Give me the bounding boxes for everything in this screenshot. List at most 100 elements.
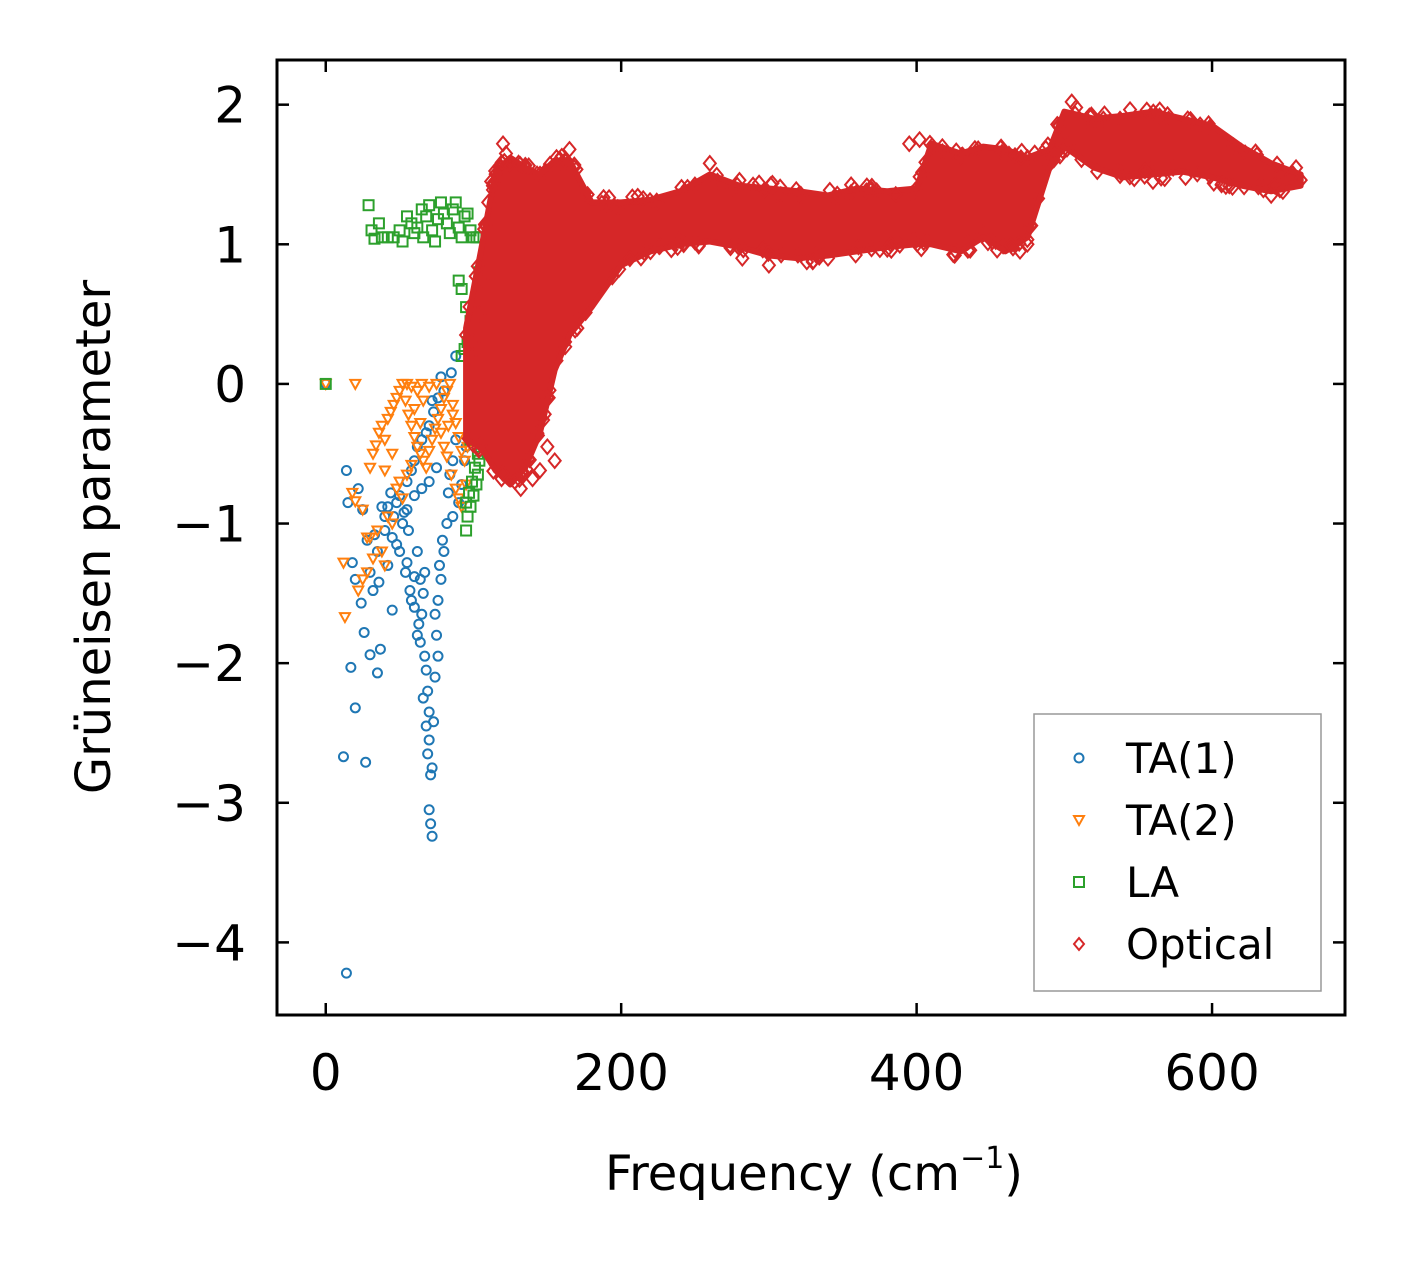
optical-point — [847, 180, 862, 198]
optical-point — [1013, 148, 1029, 167]
optical-point — [1288, 158, 1304, 177]
data-point — [431, 413, 445, 426]
data-point — [434, 427, 448, 440]
optical-point — [822, 181, 838, 200]
optical-point — [1122, 168, 1138, 186]
data-point — [386, 532, 398, 543]
optical-point — [729, 176, 745, 194]
data-point — [401, 409, 416, 422]
data-point — [425, 434, 439, 447]
plot-area — [319, 93, 1308, 979]
optical-point — [1109, 161, 1124, 179]
data-point — [422, 381, 436, 394]
data-point — [423, 804, 435, 816]
optical-point — [687, 176, 703, 194]
optical-point — [512, 155, 528, 174]
data-point — [455, 231, 468, 244]
optical-point — [598, 195, 614, 213]
optical-point — [1253, 176, 1269, 194]
data-point — [338, 612, 352, 625]
data-point — [382, 501, 394, 513]
data-point — [340, 967, 352, 979]
data-point — [386, 604, 398, 616]
optical-point — [769, 185, 784, 203]
optical-point — [1234, 142, 1249, 161]
optical-point — [761, 244, 776, 263]
data-point — [402, 525, 414, 537]
optical-point — [761, 256, 777, 275]
optical-point — [517, 156, 533, 175]
data-point — [360, 756, 372, 768]
optical-point — [465, 435, 481, 454]
optical-point — [566, 158, 582, 177]
data-point — [376, 501, 388, 513]
data-point — [449, 483, 463, 496]
optical-point — [540, 437, 555, 456]
optical-point — [984, 233, 1000, 251]
optical-point — [773, 246, 789, 264]
data-point — [374, 643, 386, 655]
optical-point — [542, 381, 557, 399]
optical-point — [1222, 169, 1237, 188]
optical-point — [462, 298, 477, 316]
optical-point — [735, 249, 750, 268]
optical-point — [557, 333, 573, 351]
data-point — [410, 441, 425, 454]
optical-point — [514, 462, 530, 481]
optical-point — [1059, 140, 1075, 158]
data-point — [429, 608, 441, 620]
data-point — [408, 490, 420, 502]
data-point — [401, 504, 413, 516]
data-point — [392, 476, 407, 489]
data-point — [378, 560, 392, 573]
data-point — [345, 487, 360, 500]
optical-point — [888, 185, 904, 204]
optical-point — [674, 178, 689, 197]
optical-point — [687, 233, 703, 251]
y-tick-label: −4 — [172, 914, 246, 972]
data-point — [407, 431, 422, 445]
optical-point — [549, 148, 564, 167]
data-point — [425, 818, 437, 830]
optical-point — [1275, 182, 1291, 201]
data-point — [446, 399, 460, 412]
optical-point — [562, 140, 577, 159]
optical-point — [864, 177, 880, 195]
optical-point — [578, 303, 593, 322]
data-point — [440, 385, 454, 398]
optical-point — [1020, 230, 1035, 249]
data-point — [419, 650, 431, 662]
data-point — [400, 378, 414, 391]
optical-point — [633, 249, 649, 267]
optical-point — [601, 188, 617, 207]
data-point — [417, 587, 429, 599]
data-point — [454, 445, 469, 458]
legend-marker-square — [1073, 876, 1085, 888]
data-point — [429, 235, 442, 248]
optical-point — [1152, 101, 1168, 119]
data-point — [440, 451, 454, 464]
optical-point — [680, 178, 695, 197]
data-point — [432, 594, 444, 606]
data-point — [435, 573, 447, 585]
data-point — [437, 392, 451, 405]
optical-point — [918, 153, 933, 172]
data-point — [319, 377, 332, 390]
optical-point — [1145, 103, 1161, 121]
data-point — [372, 427, 386, 440]
legend-label: TA(2) — [1125, 796, 1237, 845]
data-point — [426, 762, 438, 774]
legend-box — [1033, 713, 1322, 992]
data-point — [408, 601, 420, 613]
data-point — [348, 378, 362, 391]
optical-point — [475, 270, 490, 288]
optical-point — [1040, 136, 1056, 154]
data-point — [369, 440, 383, 453]
data-point — [363, 462, 377, 475]
data-point — [365, 224, 378, 237]
optical-point — [472, 305, 487, 323]
optical-point — [859, 177, 875, 195]
optical-point — [567, 314, 583, 332]
data-point — [433, 559, 445, 571]
data-point — [340, 464, 352, 476]
